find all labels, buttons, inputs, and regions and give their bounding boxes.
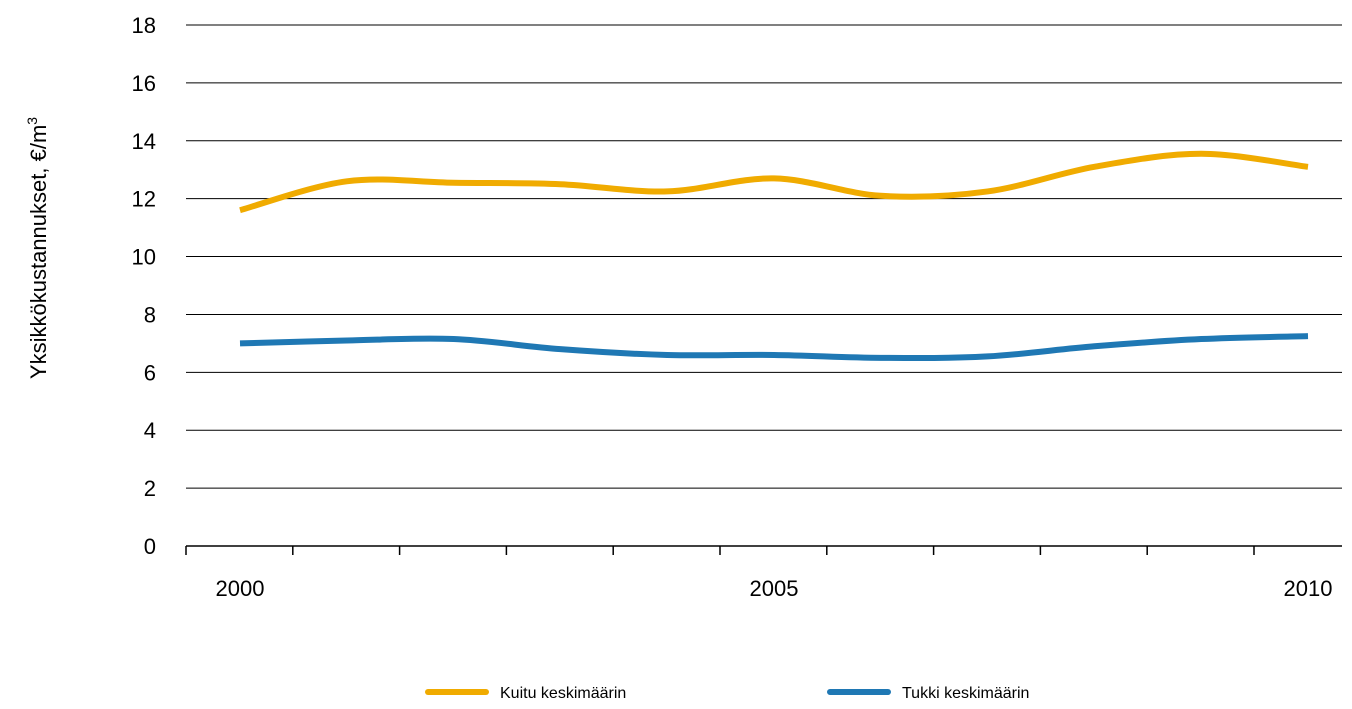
x-tick-label: 2005 (750, 576, 799, 601)
y-tick-label: 0 (144, 534, 156, 559)
y-tick-label: 4 (144, 418, 156, 443)
series-line-1 (239, 333, 1309, 362)
gridlines (186, 24, 1342, 489)
y-tick-label: 14 (132, 129, 156, 154)
y-tick-label: 12 (132, 187, 156, 212)
x-tick-label: 2010 (1284, 576, 1333, 601)
x-tick-label: 2000 (216, 576, 265, 601)
y-tick-label: 8 (144, 302, 156, 327)
y-tick-label: 16 (132, 71, 156, 96)
legend: Kuitu keskimäärin Tukki keskimäärin (425, 685, 1029, 702)
x-axis (185, 545, 1342, 555)
y-axis-label: Yksikkökustannukset, €/m3 (24, 117, 51, 379)
series-lines (239, 150, 1309, 362)
x-axis-ticks: 2000 2005 2010 (216, 576, 1333, 601)
y-tick-label: 2 (144, 476, 156, 501)
legend-item: Kuitu keskimäärin (425, 685, 626, 702)
series-line-0 (239, 150, 1309, 214)
y-tick-label: 6 (144, 360, 156, 385)
legend-item: Tukki keskimäärin (827, 685, 1029, 702)
y-axis-label-superscript: 3 (24, 117, 40, 125)
y-tick-label: 10 (132, 245, 156, 270)
y-axis-ticks: 0 2 4 6 8 10 12 14 16 18 (132, 13, 156, 559)
y-tick-label: 18 (132, 13, 156, 38)
legend-label: Kuitu keskimäärin (500, 685, 626, 702)
legend-label: Tukki keskimäärin (902, 685, 1029, 702)
